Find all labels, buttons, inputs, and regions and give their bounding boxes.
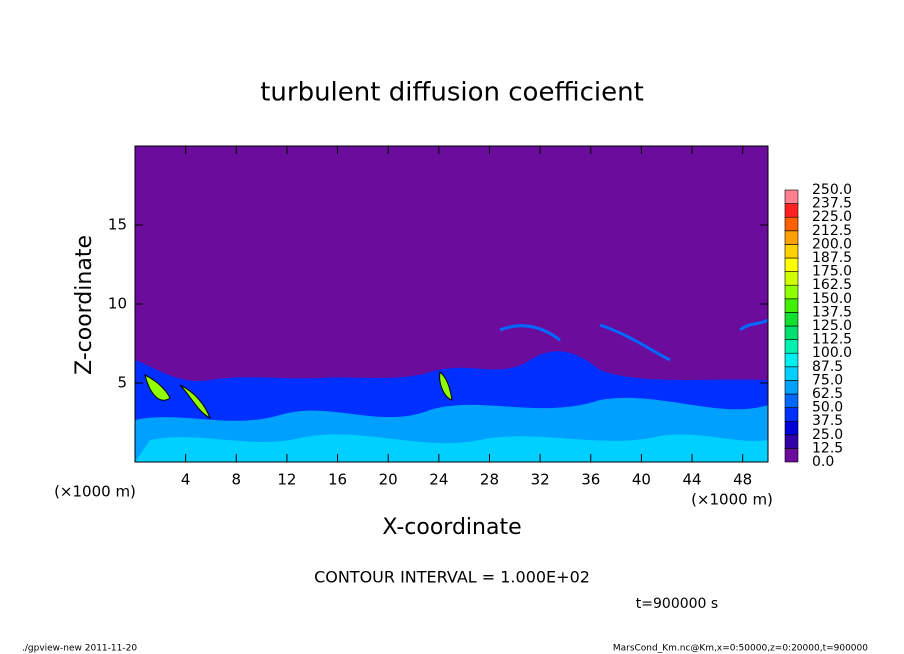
y-tick-label: 15 — [108, 216, 127, 234]
time-note: t=900000 s — [636, 596, 718, 612]
colorbar-label: 62.5 — [812, 386, 843, 402]
colorbar-box — [784, 339, 799, 354]
colorbar-label: 187.5 — [812, 250, 852, 266]
colorbar-box — [784, 393, 799, 408]
x-tick-label: 48 — [733, 471, 752, 489]
colorbar-label: 150.0 — [812, 291, 852, 307]
colorbar-label: 225.0 — [812, 209, 852, 225]
colorbar-label: 75.0 — [812, 372, 843, 388]
colorbar-box — [784, 257, 799, 272]
colorbar-box — [784, 284, 799, 300]
colorbar-label: 212.5 — [812, 223, 852, 239]
colorbar-label: 25.0 — [812, 427, 843, 443]
x-tick-label: 44 — [682, 471, 701, 489]
colorbar-box — [784, 312, 799, 327]
colorbar-box — [784, 407, 799, 422]
x-tick-label: 40 — [632, 471, 651, 489]
colorbar-label: 162.5 — [812, 277, 852, 293]
x-unit-label: (×1000 m) — [691, 491, 773, 509]
field-region — [499, 318, 768, 362]
field — [135, 318, 768, 462]
x-tick-label: 8 — [232, 471, 242, 489]
x-unit-label: (×1000 m) — [54, 483, 136, 501]
colorbar-box — [784, 216, 799, 232]
colorbar-label: 37.5 — [812, 413, 843, 429]
x-tick-label: 32 — [531, 471, 550, 489]
colorbar-box — [784, 230, 799, 245]
y-tick-label: 10 — [108, 295, 127, 313]
colorbar-label: 12.5 — [812, 440, 843, 456]
colorbar-label: 0.0 — [812, 454, 834, 470]
footer-right: MarsCond_Km.nc@Km,x=0:50000,z=0:20000,t=… — [613, 644, 868, 654]
colorbar-label: 125.0 — [812, 318, 852, 334]
colorbar-box — [784, 420, 799, 436]
colorbar-label: 137.5 — [812, 304, 852, 320]
x-tick-label: 36 — [581, 471, 600, 489]
y-axis-label: Z-coordinate — [72, 235, 97, 375]
colorbar-label: 112.5 — [812, 332, 852, 348]
x-tick-label: 20 — [379, 471, 398, 489]
colorbar-label: 200.0 — [812, 236, 852, 252]
chart-title: turbulent diffusion coefficient — [260, 78, 644, 108]
colorbar-box — [784, 352, 799, 368]
colorbar-label: 87.5 — [812, 359, 843, 375]
colorbar-box — [784, 244, 799, 259]
colorbar-box — [784, 366, 799, 381]
y-tick-label: 5 — [117, 374, 127, 392]
colorbar-label: 50.0 — [812, 400, 843, 416]
colorbar-box — [784, 271, 799, 286]
colorbar-box — [784, 434, 799, 449]
colorbar-label: 100.0 — [812, 345, 852, 361]
x-tick-label: 28 — [480, 471, 499, 489]
footer-left: ./gpview-new 2011-11-20 — [22, 644, 137, 654]
x-axis-label: X-coordinate — [382, 515, 521, 540]
colorbar-box — [784, 448, 799, 463]
colorbar-box — [784, 189, 799, 204]
colorbar-box — [784, 298, 799, 313]
field-region — [144, 371, 453, 420]
colorbar-box — [784, 203, 799, 218]
x-tick-label: 12 — [277, 471, 296, 489]
colorbar-label: 175.0 — [812, 264, 852, 280]
x-tick-label: 24 — [429, 471, 448, 489]
x-tick-label: 4 — [181, 471, 191, 489]
contour-note: CONTOUR INTERVAL = 1.000E+02 — [314, 568, 590, 587]
field-region — [135, 434, 768, 462]
colorbar-box — [784, 380, 799, 395]
colorbar-label: 250.0 — [812, 182, 852, 198]
colorbar-box — [784, 325, 799, 340]
x-tick-label: 16 — [328, 471, 347, 489]
colorbar-label: 237.5 — [812, 196, 852, 212]
